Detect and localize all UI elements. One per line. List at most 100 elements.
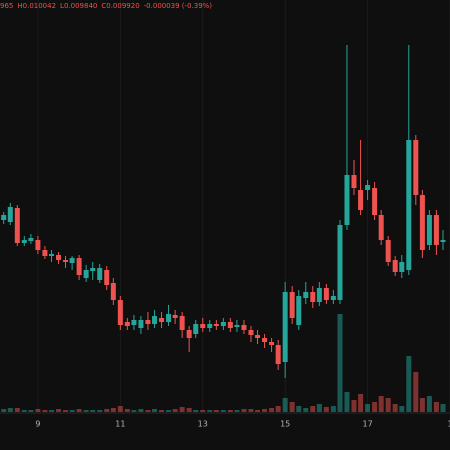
- candle-body: [344, 175, 350, 225]
- x-tick-label: 9: [35, 420, 40, 429]
- candle-body: [296, 296, 302, 325]
- candle-body: [83, 270, 89, 278]
- candle-body: [76, 258, 82, 275]
- volume-bar: [426, 396, 432, 412]
- volume-bar: [21, 410, 27, 412]
- volume-bar: [49, 410, 55, 412]
- candle-body: [110, 283, 116, 300]
- volume-bar: [28, 410, 34, 412]
- volume-bar: [35, 409, 41, 412]
- candle-body: [385, 240, 391, 262]
- candle-body: [241, 325, 247, 330]
- volume-bar: [56, 409, 62, 412]
- candle-body: [7, 207, 13, 222]
- candle-body: [351, 175, 357, 188]
- legend-item: L0.009840: [60, 2, 97, 10]
- candle-body: [1, 215, 7, 220]
- candle-body: [166, 314, 172, 322]
- x-axis: 9 11 13 15 17 1: [35, 420, 450, 429]
- candle-body: [131, 320, 137, 325]
- candle-body: [262, 338, 268, 342]
- volume-bar: [131, 410, 137, 412]
- volume-bar: [323, 407, 329, 412]
- candle-body: [378, 215, 384, 240]
- volume-bar: [419, 398, 425, 412]
- volume-bar: [200, 410, 206, 412]
- volume-bar: [262, 409, 268, 412]
- candle-body: [207, 324, 213, 328]
- x-tick-label: 13: [198, 420, 208, 429]
- volume-bar: [399, 406, 405, 412]
- candle-body: [406, 140, 412, 270]
- candle-body: [97, 268, 103, 280]
- candle-body: [330, 296, 336, 300]
- candle-body: [275, 345, 281, 364]
- candle-body: [69, 258, 75, 263]
- volume-bar: [90, 410, 96, 412]
- volume-bar: [303, 408, 309, 412]
- candle-body: [234, 325, 240, 327]
- volume-bar: [69, 410, 75, 412]
- volume-bar: [392, 404, 398, 412]
- volume-bar: [63, 410, 69, 412]
- volume-bar: [117, 406, 123, 412]
- volume-bar: [296, 406, 302, 412]
- volume-bar: [365, 404, 371, 412]
- volume-bar: [213, 410, 219, 412]
- volume-bar: [138, 409, 144, 412]
- candle-body: [310, 292, 316, 302]
- volume-bar: [7, 408, 13, 412]
- candle-body: [440, 240, 446, 242]
- volume-bar: [83, 410, 89, 412]
- candle-body: [220, 322, 226, 326]
- candle-body: [392, 260, 398, 272]
- candle-body: [365, 185, 371, 190]
- grid: [37, 0, 450, 412]
- volume-bar: [282, 398, 288, 412]
- x-tick-label: 17: [362, 420, 372, 429]
- candle-body: [193, 324, 199, 334]
- volume-panel: [1, 314, 446, 412]
- volume-bar: [179, 407, 185, 412]
- candle-body: [138, 320, 144, 328]
- candle-body: [282, 292, 288, 362]
- volume-bar: [234, 410, 240, 412]
- candle-body: [323, 288, 329, 300]
- candle-body: [255, 335, 261, 338]
- candle-body: [413, 140, 419, 195]
- volume-bar: [289, 402, 295, 412]
- volume-bar: [310, 406, 316, 412]
- candles: [1, 45, 446, 378]
- candle-body: [358, 190, 364, 210]
- candle-body: [372, 188, 378, 215]
- volume-bar: [97, 410, 103, 412]
- candle-body: [399, 262, 405, 272]
- candle-body: [316, 288, 322, 302]
- volume-bar: [110, 408, 116, 412]
- volume-bar: [172, 409, 178, 412]
- volume-bar: [241, 409, 247, 412]
- volume-bar: [269, 408, 275, 412]
- x-tick-label: 15: [280, 420, 290, 429]
- volume-bar: [159, 410, 165, 412]
- volume-bar: [152, 409, 158, 412]
- volume-bar: [104, 409, 110, 412]
- candle-body: [49, 254, 55, 256]
- volume-bar: [76, 409, 82, 412]
- candle-body: [289, 292, 295, 318]
- volume-bar: [344, 392, 350, 412]
- volume-bar: [207, 410, 213, 412]
- candle-body: [269, 342, 275, 345]
- volume-bar: [220, 410, 226, 412]
- volume-bar: [1, 409, 7, 412]
- volume-bar: [166, 410, 172, 412]
- candle-body: [433, 215, 439, 245]
- legend-item: C0.009920: [101, 2, 139, 10]
- volume-bar: [42, 410, 48, 412]
- x-tick-label: 1: [447, 420, 450, 429]
- volume-bar: [413, 372, 419, 412]
- volume-bar: [145, 410, 151, 412]
